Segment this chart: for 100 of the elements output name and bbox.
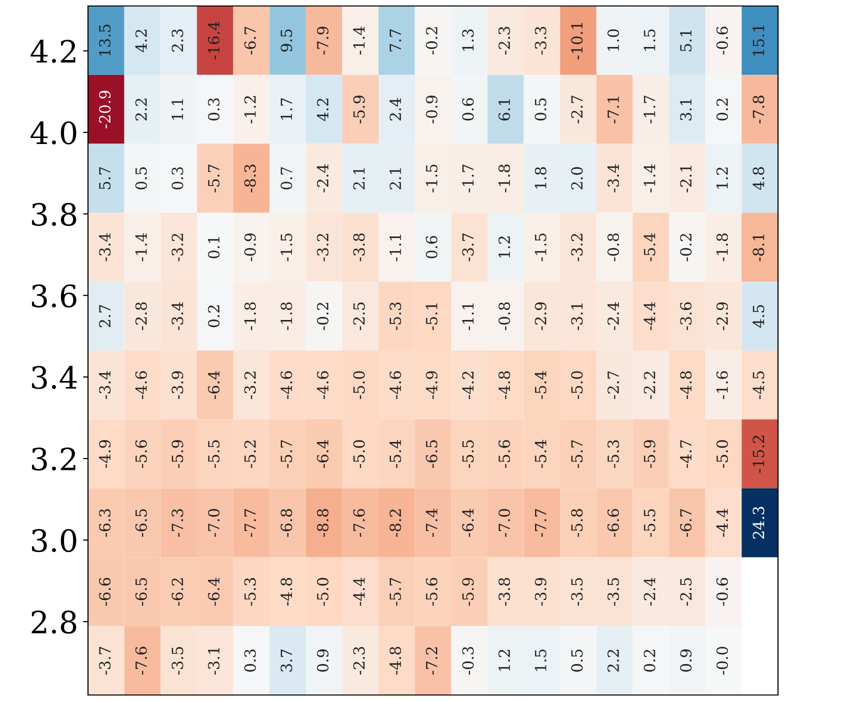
data-label: -5.9: [462, 578, 474, 606]
data-label: 0.2: [208, 305, 220, 328]
data-label: -3.7: [99, 646, 111, 675]
data-label: -0.8: [498, 302, 510, 330]
data-label: -3.2: [244, 372, 256, 400]
data-label: -3.7: [462, 234, 474, 262]
data-label: 0.5: [135, 167, 147, 190]
data-label: -2.9: [716, 302, 728, 330]
data-label: -0.8: [607, 233, 620, 262]
data-label: -3.4: [99, 233, 111, 262]
data-label: 2.2: [607, 650, 620, 672]
data-label: -7.6: [353, 508, 365, 537]
data-label: -6.8: [280, 509, 292, 537]
data-label: -6.7: [244, 26, 256, 55]
data-label: 1.0: [607, 29, 620, 51]
data-label: -8.2: [390, 510, 402, 537]
data-label: 4.8: [752, 167, 764, 190]
data-label: -7.7: [244, 509, 256, 537]
data-label: -4.4: [353, 578, 365, 606]
data-label: -4.4: [716, 508, 728, 537]
data-label: -4.6: [135, 371, 147, 400]
data-label: -1.7: [644, 96, 656, 124]
data-label: -1.4: [644, 164, 656, 192]
data-label: -5.1: [426, 303, 438, 330]
data-label: -3.5: [571, 578, 583, 606]
data-label: -5.9: [353, 96, 365, 124]
data-label: 3.7: [280, 650, 292, 672]
data-label: -1.6: [716, 371, 728, 400]
data-label: -5.6: [426, 578, 438, 606]
data-label: -1.8: [280, 302, 292, 330]
data-label: -6.7: [680, 509, 692, 537]
data-label: -3.2: [571, 234, 583, 262]
data-label: -10.1: [571, 23, 583, 60]
data-label: -2.2: [644, 372, 656, 400]
data-label: -4.6: [390, 371, 402, 400]
data-label: -5.5: [462, 440, 474, 468]
data-label: 0.5: [534, 98, 546, 120]
data-label: -5.6: [498, 440, 510, 468]
data-label: -4.2: [462, 372, 474, 400]
data-label: 0.6: [462, 98, 474, 120]
data-label: 0.1: [208, 237, 220, 258]
y-tick-label: 3.8: [32, 202, 76, 226]
data-label: -0.0: [716, 646, 728, 675]
data-label: -7.9: [316, 26, 328, 55]
data-label: 24.3: [752, 506, 764, 539]
data-label: 1.2: [498, 236, 510, 258]
data-label: -4.8: [498, 371, 510, 400]
data-label: -7.1: [607, 96, 620, 124]
data-label: -3.9: [534, 578, 546, 606]
data-label: -1.5: [426, 164, 438, 192]
data-label: -1.1: [462, 303, 474, 330]
data-label: 2.1: [390, 168, 402, 190]
data-label: -1.2: [244, 96, 256, 124]
data-label: 1.5: [534, 650, 546, 671]
data-label: -1.8: [244, 302, 256, 330]
data-label: -1.4: [135, 233, 147, 262]
data-label: -1.1: [390, 234, 402, 262]
data-label: -4.9: [99, 440, 111, 468]
data-label: -0.2: [316, 302, 328, 330]
data-label: 2.7: [99, 305, 111, 328]
data-label: -7.0: [498, 509, 510, 537]
data-label: -5.7: [208, 164, 220, 192]
data-label: -5.7: [390, 578, 402, 606]
data-label: -6.4: [462, 508, 474, 537]
data-label: -5.3: [390, 302, 402, 330]
data-label: -3.4: [99, 370, 111, 400]
data-label: 1.2: [716, 168, 728, 189]
data-label: -4.8: [280, 578, 292, 606]
data-label: -2.8: [135, 302, 147, 330]
data-label: 15.1: [752, 26, 764, 56]
data-label: -3.1: [571, 303, 583, 330]
data-label: -6.4: [208, 370, 220, 400]
data-label: 1.8: [534, 167, 546, 189]
data-label: -2.4: [644, 578, 656, 606]
data-label: 0.2: [644, 650, 656, 672]
data-label: -2.1: [680, 166, 692, 192]
data-label: 2.1: [353, 168, 365, 190]
data-label: -6.5: [135, 578, 147, 606]
data-label: -5.2: [244, 440, 256, 468]
data-label: -2.4: [607, 302, 620, 330]
data-label: -5.9: [172, 440, 184, 468]
data-label: -6.5: [426, 440, 438, 468]
data-label: -5.6: [135, 440, 147, 468]
data-label: -3.4: [607, 164, 620, 192]
data-label: -3.3: [534, 26, 546, 55]
data-label: 0.3: [208, 98, 220, 120]
data-label: -4.7: [680, 440, 692, 468]
data-label: 5.7: [99, 167, 111, 190]
data-label: -7.4: [426, 508, 438, 537]
data-label: -5.0: [353, 371, 365, 400]
data-label: -2.3: [353, 646, 365, 675]
data-label: -4.8: [680, 371, 692, 400]
data-label: -2.7: [607, 371, 620, 400]
data-label: -1.5: [280, 234, 292, 262]
data-label: 2.4: [390, 98, 402, 120]
y-tick-label: 3.0: [32, 529, 76, 552]
data-label: -5.3: [244, 578, 256, 606]
data-label: 1.2: [498, 650, 510, 671]
data-label: -2.5: [680, 578, 692, 606]
data-label: 2.2: [135, 98, 147, 120]
